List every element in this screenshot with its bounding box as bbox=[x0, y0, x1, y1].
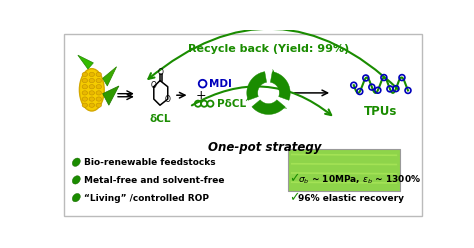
Ellipse shape bbox=[89, 91, 94, 95]
Ellipse shape bbox=[96, 78, 101, 83]
Ellipse shape bbox=[96, 103, 101, 107]
Ellipse shape bbox=[89, 72, 94, 77]
Ellipse shape bbox=[82, 91, 88, 95]
Polygon shape bbox=[273, 69, 276, 80]
Text: δCL: δCL bbox=[149, 115, 171, 124]
Ellipse shape bbox=[80, 69, 104, 111]
Polygon shape bbox=[103, 86, 119, 105]
Text: “Living” /controlled ROP: “Living” /controlled ROP bbox=[84, 194, 209, 203]
Text: O: O bbox=[165, 95, 171, 104]
Ellipse shape bbox=[73, 158, 80, 166]
Ellipse shape bbox=[89, 97, 94, 101]
Polygon shape bbox=[277, 105, 287, 108]
FancyArrowPatch shape bbox=[148, 29, 398, 90]
Text: O: O bbox=[151, 82, 157, 91]
Ellipse shape bbox=[89, 78, 94, 83]
Ellipse shape bbox=[82, 72, 88, 77]
Ellipse shape bbox=[82, 85, 88, 89]
Text: PδCL: PδCL bbox=[217, 99, 246, 109]
Ellipse shape bbox=[96, 91, 101, 95]
Ellipse shape bbox=[73, 193, 80, 202]
Text: Bio-renewable feedstocks: Bio-renewable feedstocks bbox=[84, 158, 216, 167]
Ellipse shape bbox=[89, 85, 94, 89]
FancyBboxPatch shape bbox=[288, 149, 400, 191]
Text: Metal-free and solvent-free: Metal-free and solvent-free bbox=[84, 176, 225, 185]
Text: 96% elastic recovery: 96% elastic recovery bbox=[298, 194, 404, 203]
Text: TPUs: TPUs bbox=[364, 105, 398, 118]
Ellipse shape bbox=[96, 85, 101, 89]
Polygon shape bbox=[252, 100, 285, 114]
Ellipse shape bbox=[82, 97, 88, 101]
Text: ✓: ✓ bbox=[289, 173, 299, 186]
Ellipse shape bbox=[82, 103, 88, 107]
Ellipse shape bbox=[96, 97, 101, 101]
Ellipse shape bbox=[96, 72, 101, 77]
Ellipse shape bbox=[73, 176, 80, 184]
Polygon shape bbox=[103, 67, 117, 86]
Polygon shape bbox=[78, 55, 93, 69]
Polygon shape bbox=[270, 72, 290, 100]
Polygon shape bbox=[247, 72, 266, 100]
Text: Recycle back (Yield: 99%): Recycle back (Yield: 99%) bbox=[188, 44, 349, 54]
Text: One-pot strategy: One-pot strategy bbox=[208, 141, 321, 155]
Ellipse shape bbox=[82, 78, 88, 83]
FancyBboxPatch shape bbox=[64, 34, 422, 216]
Text: $\sigma_b$ ~ 10MPa, $\varepsilon_b$ ~ 1300%: $\sigma_b$ ~ 10MPa, $\varepsilon_b$ ~ 13… bbox=[298, 174, 421, 186]
Text: +: + bbox=[196, 90, 206, 102]
Polygon shape bbox=[246, 94, 254, 101]
Text: ✓: ✓ bbox=[289, 191, 299, 204]
FancyArrowPatch shape bbox=[192, 86, 331, 115]
Ellipse shape bbox=[89, 103, 94, 107]
Text: O: O bbox=[158, 68, 164, 77]
Text: MDI: MDI bbox=[209, 79, 232, 90]
